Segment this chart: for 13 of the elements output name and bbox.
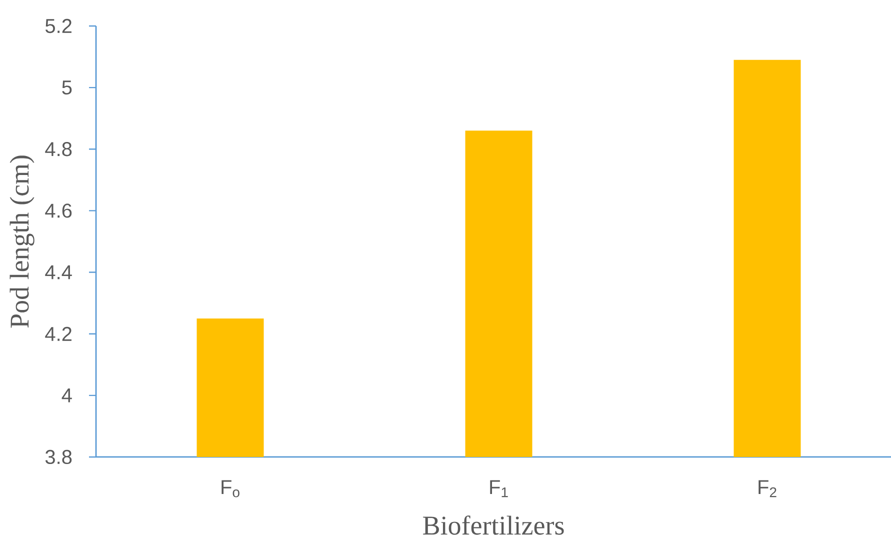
y-tick-label: 4.6: [45, 204, 72, 218]
x-tick-label: F$_{2}$: [758, 480, 776, 498]
y-tick-label: 3.8: [45, 450, 72, 464]
y-tick-label: 4.4: [45, 265, 72, 280]
y-tick-label: 4.2: [45, 326, 72, 341]
x-axis-title: Biofertilizers: [423, 515, 564, 535]
y-axis-title: Pod length (cm): [10, 156, 34, 328]
y-tick-label: 5: [62, 80, 72, 95]
y-tick-label: 4.8: [45, 142, 72, 156]
y-tick-label: 4: [62, 388, 72, 402]
y-tick-label: 5.2: [45, 18, 72, 34]
x-tick-label: F$_{1}$: [490, 480, 508, 498]
x-tick-label: F$_{o}$: [222, 480, 240, 498]
